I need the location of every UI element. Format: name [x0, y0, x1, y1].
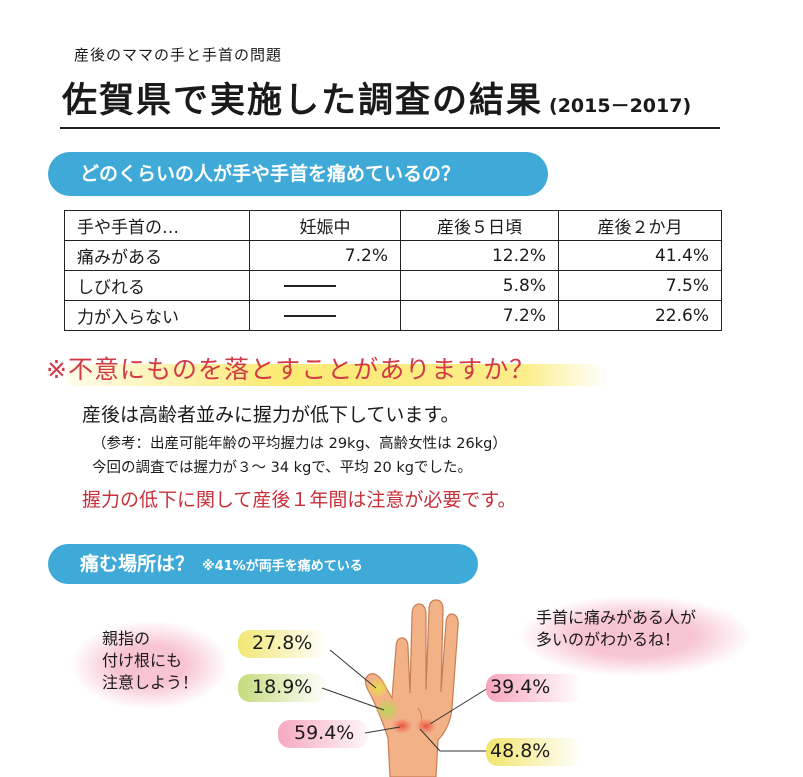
question-highlight: [66, 364, 606, 386]
note-bubble-left: [70, 620, 230, 710]
table-cell: 7.5%: [558, 270, 722, 301]
hotspot-thumb-tip: [368, 679, 388, 697]
section-heading-1: どのくらいの人が手や手首を痛めているの？: [48, 152, 548, 196]
note-bubble-right: [520, 596, 750, 676]
dash-mark: [284, 284, 336, 287]
hotspot-wrist-right: [414, 717, 438, 735]
title-underline: [60, 127, 720, 129]
percent-label: 27.8%: [252, 632, 313, 654]
row-label: 力が入らない: [64, 300, 250, 331]
table-row: しびれる 5.8% 7.5%: [64, 270, 722, 301]
note-left-text: 親指の 付け根にも 注意しよう！: [102, 628, 198, 694]
warning-text: 握力の低下に関して産後１年間は注意が必要です。: [82, 489, 517, 511]
percent-label: 18.9%: [252, 676, 313, 698]
note-right-text: 手首に痛みがある人が 多いのがわかるね！: [536, 607, 696, 651]
table-header-row: 手や手首の… 妊娠中 産後５日頃 産後２か月: [64, 210, 722, 241]
table-cell: 7.2%: [249, 240, 401, 271]
section-heading-2: 痛む場所は？ ※41%が両手を痛めている: [48, 544, 478, 584]
page-title: 佐賀県で実施した調査の結果 (2015－2017): [62, 72, 691, 123]
note-line: 注意しよう！: [102, 673, 199, 692]
percent-label: 59.4%: [294, 722, 355, 744]
table-cell: 22.6%: [558, 300, 722, 331]
question-text: ※不意にものを落とすことがありますか？: [46, 355, 536, 384]
hand-illustration: [364, 599, 459, 777]
heading-note: ※41%が両手を痛めている: [202, 559, 363, 574]
note-line: 多いのがわかるね！: [536, 630, 681, 649]
table-row: 力が入らない 7.2% 22.6%: [64, 300, 722, 331]
note-line: 付け根にも: [102, 651, 183, 670]
body-line-3: 今回の調査では握力が３～ 34 kgで、平均 20 kgでした。: [92, 460, 472, 476]
highlight-pink: [486, 674, 582, 702]
note-line: 親指の: [102, 629, 151, 648]
dash-mark: [284, 314, 336, 317]
table-row: 痛みがある 7.2% 12.2% 41.4%: [64, 240, 722, 271]
table-cell: 5.8%: [400, 270, 559, 301]
note-line: 手首に痛みがある人が: [536, 608, 697, 627]
question-block: ※不意にものを落とすことがありますか？: [46, 350, 616, 386]
table-cell-dash: [249, 300, 401, 331]
table-cell: 12.2%: [400, 240, 559, 271]
row-label: しびれる: [64, 270, 250, 301]
table-header: 産後５日頃: [400, 210, 559, 241]
hotspot-wrist-left: [390, 717, 414, 735]
table-cell: 41.4%: [558, 240, 722, 271]
percent-label: 48.8%: [490, 740, 551, 762]
table-header: 手や手首の…: [64, 210, 250, 241]
table-header: 妊娠中: [249, 210, 401, 241]
survey-table: 手や手首の… 妊娠中 産後５日頃 産後２か月 痛みがある 7.2% 12.2% …: [64, 210, 722, 331]
body-line-1: 産後は高齢者並みに握力が低下しています。: [82, 404, 460, 426]
hotspot-thumb-base: [376, 700, 398, 720]
highlight-yellow: [238, 630, 328, 658]
highlight-green: [238, 674, 328, 702]
body-line-2: （参考：出産可能年齢の平均握力は 29kg、高齢女性は 26kg）: [92, 436, 507, 452]
subtitle: 産後のママの手と手首の問題: [74, 46, 283, 64]
title-years: (2015－2017): [549, 95, 692, 117]
highlight-yellow: [486, 738, 582, 766]
table-header: 産後２か月: [558, 210, 722, 241]
table-cell: 7.2%: [400, 300, 559, 331]
title-text: 佐賀県で実施した調査の結果: [62, 81, 544, 121]
heading-text: 痛む場所は？: [80, 553, 195, 575]
highlight-pink: [278, 720, 368, 748]
percent-label: 39.4%: [490, 676, 551, 698]
row-label: 痛みがある: [64, 240, 250, 271]
table-cell-dash: [249, 270, 401, 301]
